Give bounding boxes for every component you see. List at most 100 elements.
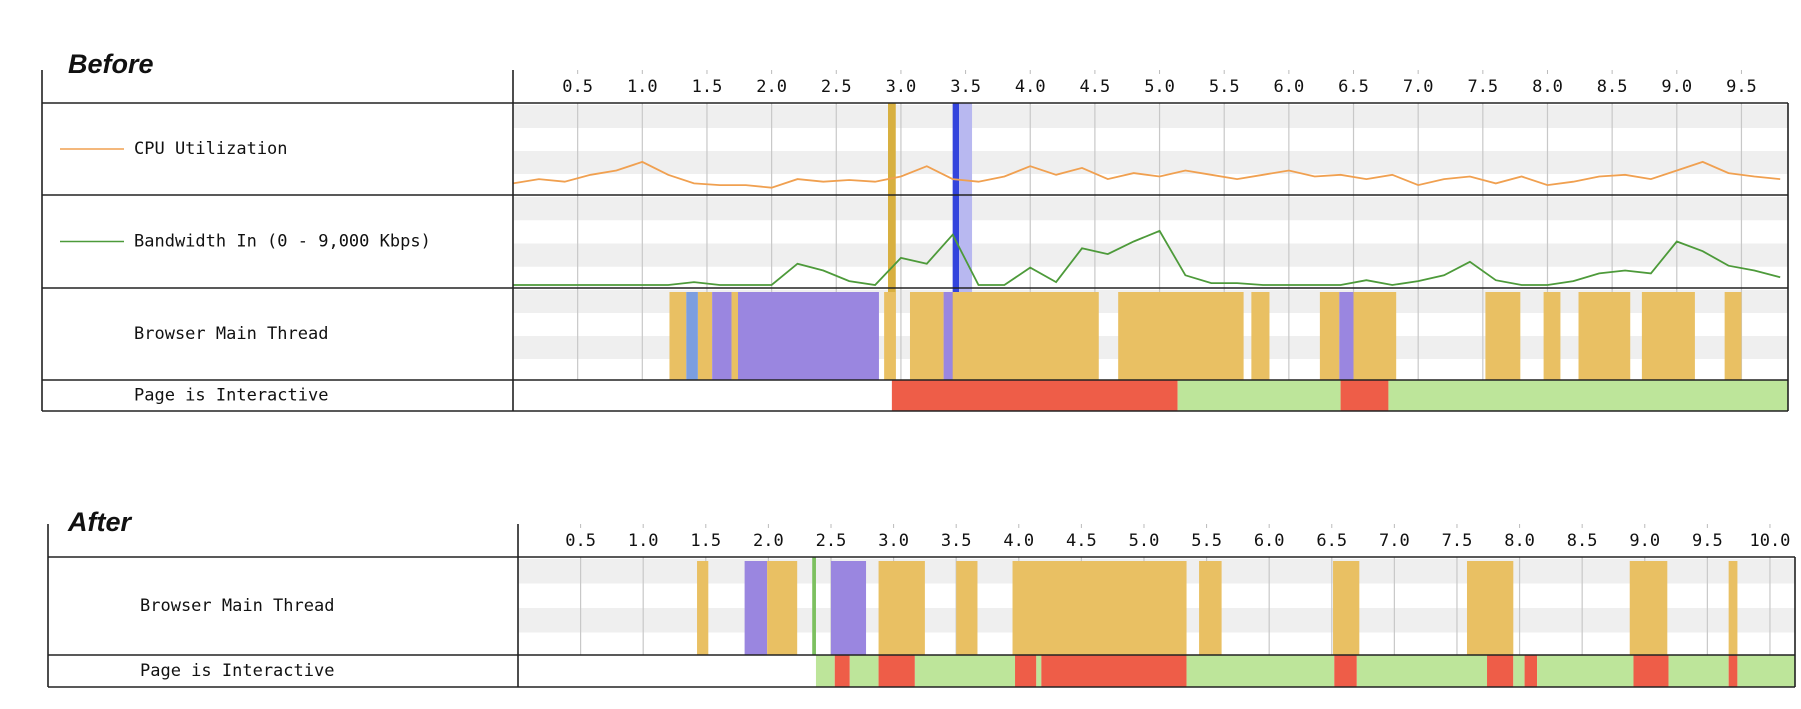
thread-span bbox=[669, 292, 687, 380]
x-tick-label: 2.0 bbox=[753, 531, 784, 551]
thread-span bbox=[1118, 292, 1244, 380]
interactive-span bbox=[1041, 655, 1187, 687]
x-tick-label: 5.5 bbox=[1191, 531, 1222, 551]
row-label: Page is Interactive bbox=[134, 386, 328, 406]
x-tick-label: 2.0 bbox=[756, 77, 787, 97]
x-tick-label: 9.5 bbox=[1692, 531, 1723, 551]
x-tick-label: 8.0 bbox=[1504, 531, 1535, 551]
interactive-span bbox=[1186, 655, 1335, 687]
thread-span bbox=[697, 292, 713, 380]
x-tick-label: 3.0 bbox=[878, 531, 909, 551]
x-tick-label: 2.5 bbox=[816, 531, 847, 551]
x-tick-label: 3.0 bbox=[886, 77, 917, 97]
x-tick-label: 1.5 bbox=[690, 531, 721, 551]
x-tick-label: 10.0 bbox=[1749, 531, 1790, 551]
thread-span bbox=[744, 561, 768, 655]
thread-span bbox=[767, 561, 798, 655]
x-tick-label: 3.5 bbox=[950, 77, 981, 97]
series-line bbox=[513, 229, 1781, 286]
x-tick-label: 1.0 bbox=[627, 77, 658, 97]
row-stripe bbox=[513, 105, 1788, 128]
interactive-span bbox=[1513, 655, 1525, 687]
thread-span bbox=[1199, 561, 1222, 655]
x-tick-label: 9.5 bbox=[1726, 77, 1757, 97]
thread-span bbox=[1251, 292, 1270, 380]
thread-span bbox=[1333, 561, 1360, 655]
interactive-span bbox=[1036, 655, 1042, 687]
row-stripe bbox=[513, 151, 1788, 174]
x-tick-label: 0.5 bbox=[565, 531, 596, 551]
chart-title: After bbox=[67, 507, 132, 537]
thread-span bbox=[731, 292, 738, 380]
interactive-span bbox=[1015, 655, 1037, 687]
thread-span bbox=[956, 561, 978, 655]
x-tick-label: 9.0 bbox=[1629, 531, 1660, 551]
row-label: Browser Main Thread bbox=[140, 596, 334, 616]
thread-span bbox=[712, 292, 732, 380]
interactive-span bbox=[1356, 655, 1488, 687]
x-tick-label: 7.0 bbox=[1403, 77, 1434, 97]
interactive-span bbox=[1633, 655, 1669, 687]
x-tick-label: 5.5 bbox=[1209, 77, 1240, 97]
x-tick-label: 8.0 bbox=[1532, 77, 1563, 97]
chart-title: Before bbox=[68, 49, 154, 79]
x-tick-label: 8.5 bbox=[1567, 531, 1598, 551]
x-tick-label: 7.5 bbox=[1442, 531, 1473, 551]
interactive-span bbox=[878, 655, 915, 687]
row-label: CPU Utilization bbox=[134, 139, 288, 159]
event-marker bbox=[812, 557, 816, 655]
x-tick-label: 6.5 bbox=[1316, 531, 1347, 551]
thread-span bbox=[1641, 292, 1695, 380]
thread-span bbox=[909, 292, 944, 380]
x-tick-label: 8.5 bbox=[1597, 77, 1628, 97]
interactive-span bbox=[1668, 655, 1729, 687]
row-stripe bbox=[513, 197, 1788, 221]
thread-span bbox=[686, 292, 698, 380]
interactive-span bbox=[1177, 380, 1341, 411]
x-tick-label: 6.0 bbox=[1254, 531, 1285, 551]
thread-span bbox=[884, 292, 896, 380]
interactive-span bbox=[1537, 655, 1634, 687]
interactive-span bbox=[914, 655, 1016, 687]
x-tick-label: 4.0 bbox=[1015, 77, 1046, 97]
x-tick-label: 6.0 bbox=[1274, 77, 1305, 97]
x-tick-label: 5.0 bbox=[1129, 531, 1160, 551]
thread-span bbox=[1353, 292, 1397, 380]
x-tick-label: 7.5 bbox=[1467, 77, 1498, 97]
x-tick-label: 1.5 bbox=[692, 77, 723, 97]
row-stripe bbox=[513, 243, 1788, 267]
x-tick-label: 7.0 bbox=[1379, 531, 1410, 551]
x-tick-label: 9.0 bbox=[1661, 77, 1692, 97]
interactive-span bbox=[849, 655, 879, 687]
row-label: Page is Interactive bbox=[140, 661, 334, 681]
thread-span bbox=[830, 561, 867, 655]
x-tick-label: 5.0 bbox=[1144, 77, 1175, 97]
x-tick-label: 3.5 bbox=[941, 531, 972, 551]
interactive-span bbox=[1334, 655, 1357, 687]
x-tick-label: 1.0 bbox=[628, 531, 659, 551]
thread-span bbox=[1578, 292, 1631, 380]
x-tick-label: 4.0 bbox=[1003, 531, 1034, 551]
thread-span bbox=[1319, 292, 1340, 380]
interactive-span bbox=[815, 655, 835, 687]
thread-span bbox=[697, 561, 709, 655]
interactive-span bbox=[1737, 655, 1795, 687]
thread-span bbox=[943, 292, 953, 380]
x-tick-label: 4.5 bbox=[1066, 531, 1097, 551]
thread-span bbox=[1466, 561, 1514, 655]
event-marker bbox=[888, 103, 896, 380]
thread-span bbox=[878, 561, 925, 655]
x-tick-label: 0.5 bbox=[562, 77, 593, 97]
interactive-span bbox=[1524, 655, 1538, 687]
row-label: Bandwidth In (0 - 9,000 Kbps) bbox=[134, 232, 431, 252]
series-line bbox=[512, 160, 1781, 189]
x-tick-label: 6.5 bbox=[1338, 77, 1369, 97]
row-label: Browser Main Thread bbox=[134, 324, 328, 344]
thread-span bbox=[1629, 561, 1668, 655]
thread-span bbox=[1485, 292, 1521, 380]
thread-span bbox=[1724, 292, 1742, 380]
interactive-span bbox=[1728, 655, 1738, 687]
interactive-span bbox=[1487, 655, 1514, 687]
interactive-span bbox=[1388, 380, 1788, 411]
